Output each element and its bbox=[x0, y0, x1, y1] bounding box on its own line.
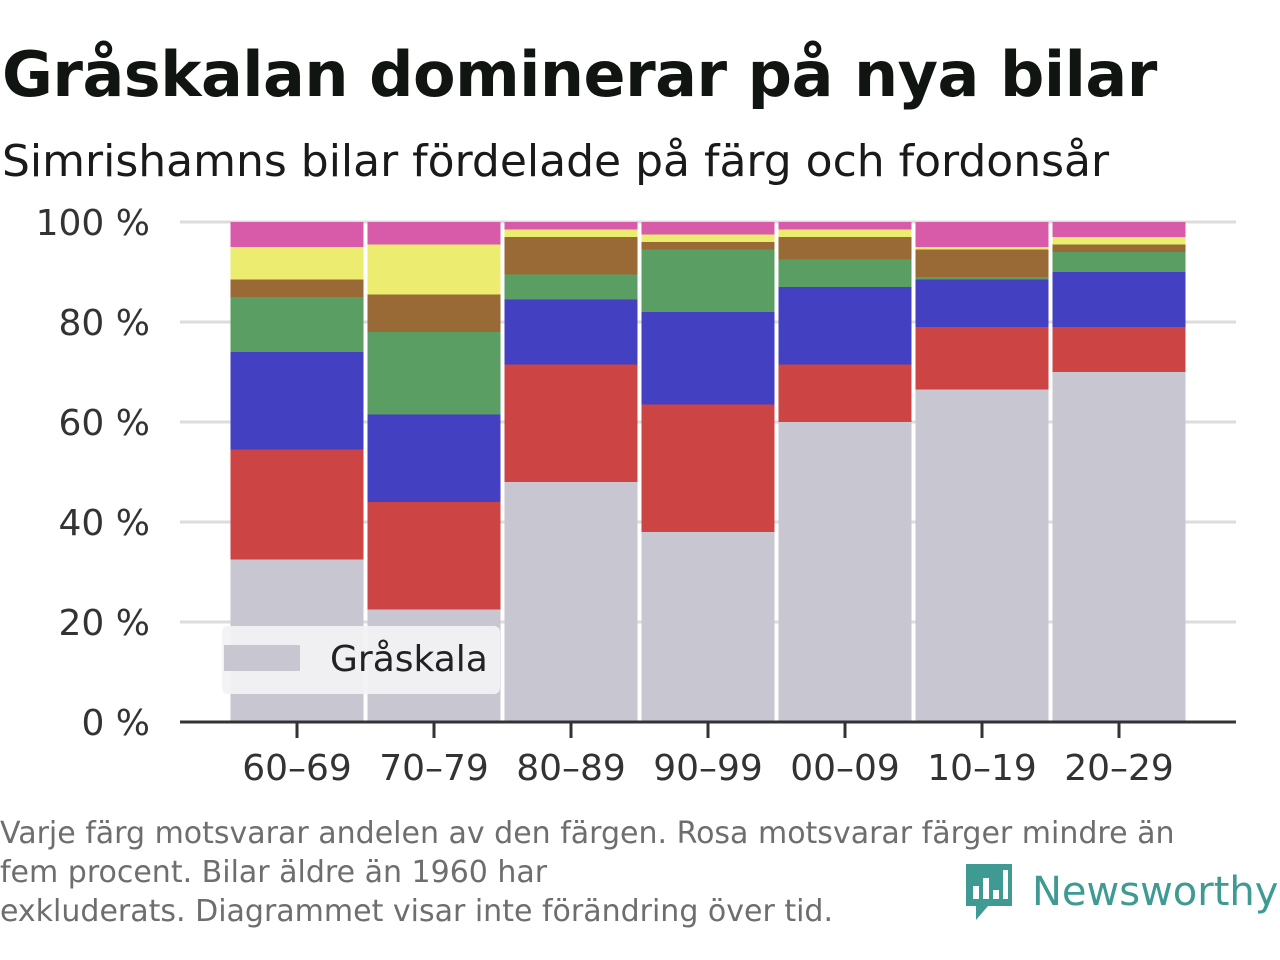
y-tick-label: 0 % bbox=[81, 703, 150, 744]
footnote-line-3: exkluderats. Diagrammet visar inte förän… bbox=[0, 894, 834, 929]
bar-segment bbox=[1052, 244, 1186, 252]
bar-segment bbox=[367, 222, 501, 245]
chart-title: Gråskalan dominerar på nya bilar bbox=[2, 38, 1157, 111]
brand-logo[interactable]: Newsworthy bbox=[964, 862, 1278, 922]
bar-segment bbox=[230, 449, 364, 560]
bar-segment bbox=[778, 364, 912, 422]
bar-segment bbox=[778, 259, 912, 287]
bar-segment bbox=[1052, 327, 1186, 372]
brand-name: Newsworthy bbox=[1032, 869, 1279, 915]
bar-segment bbox=[367, 502, 501, 610]
bar-segment bbox=[641, 242, 775, 250]
x-tick-label: 20–29 bbox=[1064, 748, 1174, 789]
bar-segment bbox=[641, 234, 775, 242]
bar-segment bbox=[230, 247, 364, 280]
x-tick-label: 00–09 bbox=[790, 748, 900, 789]
bar-segment bbox=[230, 297, 364, 352]
bar-segment bbox=[230, 279, 364, 297]
bar-segment bbox=[915, 279, 1049, 327]
footnote-line-2: fem procent. Bilar äldre än 1960 har bbox=[0, 855, 548, 890]
bar-segment bbox=[778, 287, 912, 365]
bar-segment bbox=[1052, 252, 1186, 272]
chart-subtitle: Simrishamns bilar fördelade på färg och … bbox=[2, 136, 1110, 187]
bar-segment bbox=[504, 222, 638, 230]
x-tick-label: 80–89 bbox=[516, 748, 626, 789]
bar-segment bbox=[915, 389, 1049, 722]
y-tick-label: 40 % bbox=[59, 503, 150, 544]
bar-segment bbox=[915, 247, 1049, 250]
bar-segment bbox=[1052, 272, 1186, 327]
y-tick-label: 80 % bbox=[59, 303, 150, 344]
legend-label-graskala: Gråskala bbox=[330, 639, 488, 680]
bar-segment bbox=[641, 404, 775, 532]
bar-segment bbox=[230, 222, 364, 247]
bar-segment bbox=[230, 352, 364, 450]
footnote: Varje färg motsvarar andelen av den färg… bbox=[0, 814, 1250, 931]
bar-segment bbox=[915, 222, 1049, 247]
axes: 0 % 20 % 40 % 60 % 80 % 100 % 60–69 70–79 80–89 9… bbox=[36, 203, 1236, 789]
bar-segment bbox=[915, 277, 1049, 280]
bar-segment bbox=[367, 244, 501, 295]
bar-segment bbox=[504, 364, 638, 482]
bar-segment bbox=[367, 414, 501, 502]
y-tick-label: 60 % bbox=[59, 403, 150, 444]
legend: Gråskala bbox=[222, 626, 500, 694]
bar-segment bbox=[641, 249, 775, 312]
bar-segment bbox=[504, 229, 638, 237]
legend-box bbox=[222, 626, 500, 694]
footnote-line-1: Varje färg motsvarar andelen av den färg… bbox=[0, 816, 1175, 851]
y-tick-label: 100 % bbox=[36, 203, 150, 244]
bar-segment bbox=[915, 327, 1049, 390]
bar-segment bbox=[367, 332, 501, 415]
legend-swatch-graskala bbox=[224, 645, 300, 671]
y-tick-label: 20 % bbox=[59, 603, 150, 644]
x-tick-label: 60–69 bbox=[242, 748, 352, 789]
bar-segment bbox=[641, 222, 775, 235]
bar-segment bbox=[504, 482, 638, 722]
bar-segment bbox=[504, 274, 638, 300]
bar-segment bbox=[778, 222, 912, 230]
x-tick-label: 90–99 bbox=[653, 748, 763, 789]
bar-segment bbox=[641, 532, 775, 722]
bar-segment bbox=[1052, 222, 1186, 237]
bar-segment bbox=[367, 294, 501, 332]
bar-segment bbox=[778, 422, 912, 722]
bar-segment bbox=[504, 237, 638, 275]
x-tick-label: 70–79 bbox=[379, 748, 489, 789]
bar-segment bbox=[1052, 372, 1186, 722]
bar-segment bbox=[1052, 237, 1186, 245]
newsworthy-logo-icon bbox=[966, 864, 1012, 920]
bar-segment bbox=[504, 299, 638, 365]
bar-segment bbox=[778, 237, 912, 260]
x-tick-label: 10–19 bbox=[927, 748, 1037, 789]
bar-segment bbox=[641, 312, 775, 405]
bar-segment bbox=[778, 229, 912, 237]
bar-segment bbox=[915, 249, 1049, 277]
